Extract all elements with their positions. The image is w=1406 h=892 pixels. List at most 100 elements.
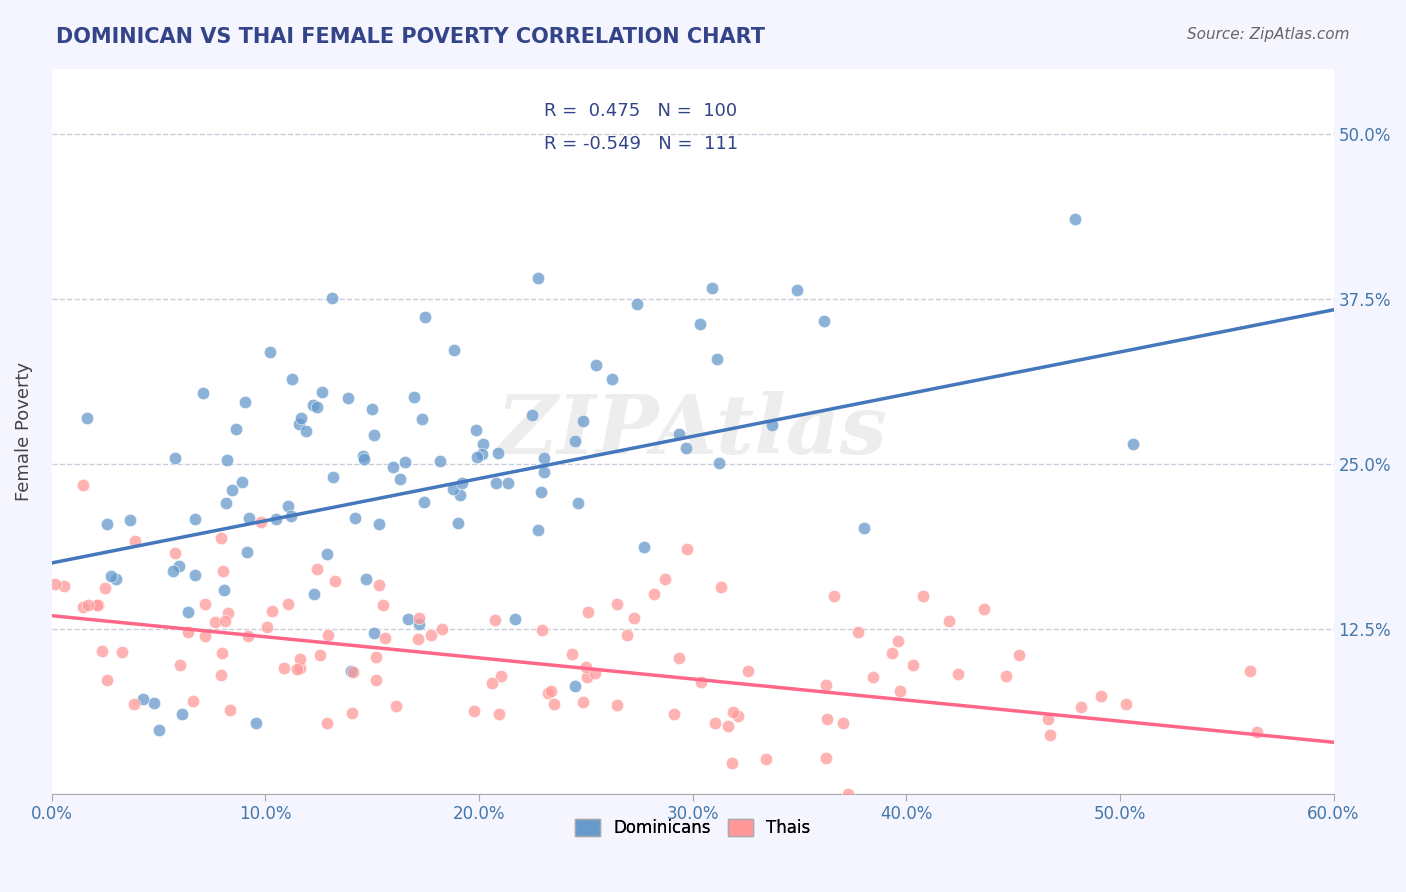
Dominicans (520, 409, 543, 423)
Dominicans (413, 495, 436, 509)
Thais (862, 670, 884, 684)
Thais (576, 670, 599, 684)
Thais (277, 597, 299, 611)
Dominicans (465, 450, 488, 464)
Thais (371, 598, 394, 612)
Thais (342, 665, 364, 679)
Thais (325, 574, 347, 588)
Dominicans (148, 723, 170, 737)
Dominicans (215, 496, 238, 510)
Dominicans (142, 696, 165, 710)
Thais (717, 719, 740, 733)
Dominicans (264, 512, 287, 526)
Dominicans (217, 452, 239, 467)
Dominicans (396, 612, 419, 626)
Dominicans (761, 418, 783, 433)
Dominicans (104, 572, 127, 586)
Thais (366, 673, 388, 687)
Dominicans (162, 564, 184, 578)
Dominicans (316, 547, 339, 561)
Thais (721, 705, 744, 719)
Dominicans (191, 386, 214, 401)
Thais (209, 531, 232, 545)
Thais (219, 703, 242, 717)
Thais (1008, 648, 1031, 662)
Thais (211, 646, 233, 660)
Thais (72, 478, 94, 492)
Dominicans (340, 664, 363, 678)
Dominicans (302, 587, 325, 601)
Dominicans (486, 446, 509, 460)
Thais (163, 546, 186, 560)
Dominicans (853, 520, 876, 534)
Thais (1036, 712, 1059, 726)
Dominicans (471, 437, 494, 451)
Dominicans (572, 413, 595, 427)
Thais (1239, 665, 1261, 679)
Dominicans (530, 485, 553, 500)
Dominicans (287, 417, 309, 431)
Thais (90, 643, 112, 657)
Thais (889, 683, 911, 698)
Dominicans (322, 470, 344, 484)
Thais (262, 605, 284, 619)
Dominicans (231, 475, 253, 489)
Thais (273, 661, 295, 675)
Thais (543, 697, 565, 711)
Dominicans (411, 411, 433, 425)
Thais (316, 628, 339, 642)
Dominicans (600, 372, 623, 386)
Dominicans (485, 476, 508, 491)
Thais (1070, 700, 1092, 714)
Dominicans (183, 567, 205, 582)
Dominicans (707, 456, 730, 470)
Dominicans (100, 569, 122, 583)
Thais (212, 564, 235, 578)
Thais (77, 598, 100, 612)
Dominicans (429, 453, 451, 467)
Dominicans (533, 450, 555, 465)
Thais (194, 597, 217, 611)
Thais (96, 673, 118, 688)
Dominicans (245, 715, 267, 730)
Thais (204, 615, 226, 629)
Dominicans (394, 455, 416, 469)
Thais (1039, 728, 1062, 742)
Y-axis label: Female Poverty: Female Poverty (15, 361, 32, 500)
Thais (408, 610, 430, 624)
Dominicans (408, 617, 430, 632)
Thais (52, 579, 75, 593)
Thais (675, 541, 697, 556)
Dominicans (170, 706, 193, 721)
Thais (385, 699, 408, 714)
Thais (209, 668, 232, 682)
Thais (86, 598, 108, 612)
Thais (946, 667, 969, 681)
Thais (1115, 697, 1137, 711)
Dominicans (702, 280, 724, 294)
Dominicans (503, 612, 526, 626)
Thais (662, 707, 685, 722)
Thais (256, 620, 278, 634)
Thais (309, 648, 332, 662)
Dominicans (76, 411, 98, 425)
Thais (654, 572, 676, 586)
Thais (583, 665, 606, 680)
Thais (342, 706, 364, 720)
Thais (481, 675, 503, 690)
Thais (823, 589, 845, 603)
Text: Source: ZipAtlas.com: Source: ZipAtlas.com (1187, 27, 1350, 42)
Thais (44, 577, 66, 591)
Dominicans (496, 475, 519, 490)
Thais (214, 614, 236, 628)
Thais (316, 716, 339, 731)
Thais (623, 611, 645, 625)
Thais (531, 623, 554, 637)
Dominicans (706, 352, 728, 367)
Thais (912, 589, 935, 603)
Thais (488, 706, 510, 721)
Dominicans (471, 447, 494, 461)
Dominicans (363, 625, 385, 640)
Dominicans (527, 523, 550, 537)
Thais (540, 683, 562, 698)
